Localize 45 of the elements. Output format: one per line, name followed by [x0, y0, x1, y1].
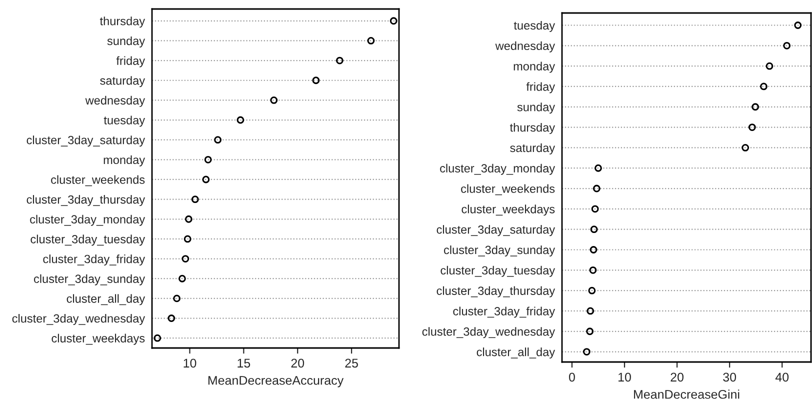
y-tick-label: wednesday	[85, 96, 146, 107]
y-tick-label: friday	[526, 82, 556, 94]
x-axis-title: MeanDecreaseGini	[634, 390, 740, 399]
x-axis-title: MeanDecreaseAccuracy	[208, 376, 344, 388]
y-tick-label: tuesday	[104, 116, 146, 127]
y-tick-label: cluster_3day_saturday	[26, 136, 146, 147]
y-tick-label: cluster_3day_wednesday	[12, 314, 146, 325]
y-tick-label: wednesday	[495, 41, 556, 52]
y-tick-label: cluster_3day_sunday	[34, 274, 146, 286]
y-tick-label: thursday	[510, 123, 556, 134]
y-tick-label: cluster_3day_friday	[453, 306, 556, 318]
y-tick-label: cluster_weekdays	[52, 334, 145, 345]
x-tick-label: 0	[568, 372, 575, 382]
y-tick-label: cluster_weekends	[461, 184, 555, 196]
x-tick-label: 10	[618, 372, 631, 382]
y-tick-label: cluster_3day_thursday	[436, 286, 556, 298]
y-tick-label: cluster_all_day	[66, 294, 146, 306]
y-tick-label: friday	[116, 56, 146, 68]
y-tick-label: saturday	[100, 76, 146, 88]
y-tick-label: cluster_3day_friday	[43, 254, 146, 266]
y-tick-label: saturday	[510, 143, 556, 154]
y-tick-label: cluster_3day_sunday	[444, 245, 556, 256]
y-tick-label: cluster_3day_monday	[30, 214, 146, 226]
y-tick-label: cluster_3day_tuesday	[30, 234, 146, 246]
x-tick-label: 15	[238, 358, 250, 368]
x-tick-label: 10	[184, 358, 196, 368]
y-tick-label: cluster_weekdays	[462, 204, 555, 216]
y-tick-label: sunday	[517, 102, 556, 114]
y-tick-label: thursday	[100, 16, 146, 28]
x-tick-label: 20	[670, 372, 684, 382]
x-tick-label: 30	[723, 372, 736, 382]
y-tick-label: sunday	[107, 36, 146, 48]
y-tick-label: cluster_3day_tuesday	[440, 266, 556, 277]
y-tick-label: cluster_weekends	[51, 175, 145, 186]
y-tick-label: cluster_3day_monday	[440, 164, 556, 175]
y-tick-label: cluster_3day_thursday	[26, 195, 146, 206]
y-tick-label: cluster_3day_saturday	[436, 225, 556, 236]
y-tick-label: monday	[514, 62, 556, 73]
y-tick-label: cluster_all_day	[476, 348, 556, 359]
y-tick-label: monday	[104, 155, 146, 166]
x-tick-label: 20	[291, 358, 304, 368]
x-tick-label: 25	[345, 358, 358, 368]
y-tick-label: tuesday	[514, 20, 556, 32]
x-tick-label: 40	[775, 372, 789, 382]
y-tick-label: cluster_3day_wednesday	[422, 327, 556, 338]
